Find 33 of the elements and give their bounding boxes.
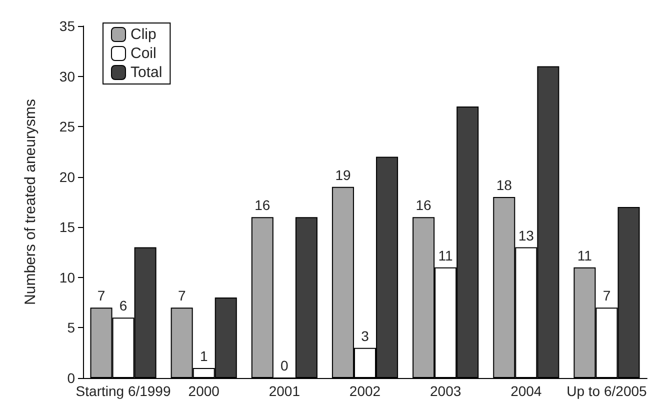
data-label: 19 bbox=[335, 166, 351, 183]
data-label: 7 bbox=[178, 288, 186, 304]
y-tick-label: 35 bbox=[59, 18, 76, 34]
x-tick-label: 2004 bbox=[510, 383, 542, 399]
x-tick-label: 2000 bbox=[188, 383, 220, 399]
y-tick-label: 15 bbox=[59, 219, 76, 236]
data-label: 7 bbox=[97, 288, 106, 304]
data-label: 6 bbox=[119, 298, 128, 314]
legend-label: Total bbox=[130, 64, 162, 81]
y-tick-label: 5 bbox=[67, 320, 76, 336]
data-label: 18 bbox=[496, 176, 512, 193]
x-tick-label: 2002 bbox=[349, 383, 381, 399]
data-label: 16 bbox=[254, 197, 270, 214]
x-tick-label: 2003 bbox=[430, 383, 462, 399]
legend-label: Clip bbox=[130, 26, 156, 43]
legend-label: Coil bbox=[130, 45, 156, 62]
data-label: 3 bbox=[361, 328, 370, 344]
data-label: 1 bbox=[200, 348, 208, 364]
y-tick-label: 0 bbox=[67, 370, 76, 386]
data-label: 11 bbox=[438, 247, 454, 264]
x-tick-label: Starting 6/1999 bbox=[76, 383, 171, 399]
y-tick-label: 25 bbox=[59, 118, 76, 135]
x-tick-label: Up to 6/2005 bbox=[566, 383, 648, 399]
data-label: 13 bbox=[518, 227, 534, 244]
y-tick-label: 20 bbox=[59, 168, 76, 185]
y-axis-title: Numbers of treated aneurysms bbox=[22, 99, 39, 305]
y-tick-label: 30 bbox=[59, 68, 76, 84]
data-label: 16 bbox=[416, 197, 432, 214]
data-label: 11 bbox=[577, 247, 592, 264]
x-tick-label: 2001 bbox=[268, 383, 300, 399]
data-label: 0 bbox=[280, 358, 289, 374]
data-label: 7 bbox=[602, 288, 611, 304]
y-tick-label: 10 bbox=[59, 269, 76, 286]
